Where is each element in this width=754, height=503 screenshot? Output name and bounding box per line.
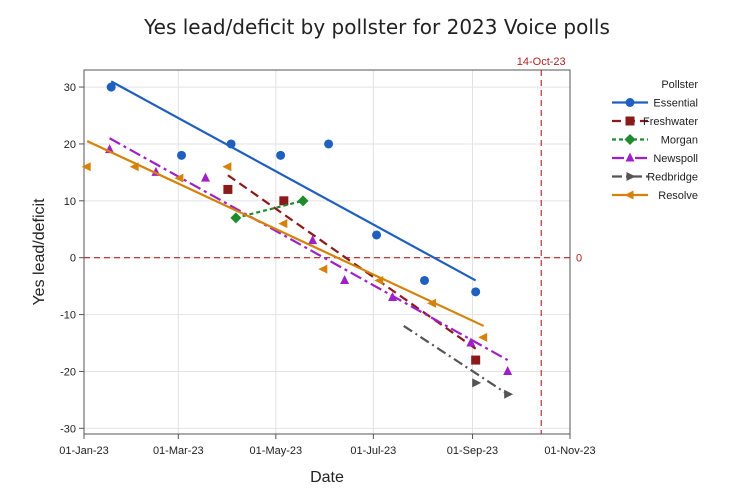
- x-tick-label: 01-Jul-23: [350, 445, 396, 457]
- essential-point: [420, 275, 430, 285]
- redbridge-legend-label: Redbridge: [647, 172, 698, 184]
- chart-title: Yes lead/deficit by pollster for 2023 Vo…: [143, 15, 610, 39]
- legend-title: Pollster: [661, 79, 698, 91]
- x-tick-label: 01-Sep-23: [447, 445, 498, 457]
- resolve-point: [222, 162, 232, 172]
- essential-trend-line: [110, 80, 477, 282]
- y-tick-label: -10: [60, 310, 76, 322]
- newspoll-point: [340, 274, 350, 284]
- horizontal-reference-label: 0: [576, 253, 582, 265]
- series: [81, 80, 514, 399]
- resolve-point: [129, 162, 139, 172]
- x-tick-label: 01-Mar-23: [153, 445, 204, 457]
- resolve-point: [374, 275, 384, 285]
- redbridge-point: [472, 378, 482, 388]
- redbridge-trend-line: [403, 325, 509, 396]
- morgan-legend-marker: [624, 134, 636, 145]
- essential-point: [324, 139, 334, 149]
- plot-frame: [83, 69, 571, 435]
- freshwater-legend-label: Freshwater: [643, 116, 698, 128]
- resolve-point: [478, 332, 488, 342]
- legend: Pollster Essential Freshwater Morgan Newspol…: [612, 79, 698, 202]
- morgan-point: [297, 195, 309, 207]
- vertical-reference-label: 14-Oct-23: [517, 56, 566, 68]
- x-tick-label: 01-Nov-23: [544, 445, 595, 457]
- resolve-legend-label: Resolve: [658, 190, 698, 202]
- freshwater-point: [279, 196, 289, 206]
- newspoll-legend-label: Newspoll: [653, 153, 698, 165]
- y-tick-label: 20: [64, 139, 76, 151]
- newspoll-point: [201, 172, 210, 182]
- essential-point: [226, 139, 236, 149]
- y-tick-label: 30: [64, 82, 76, 94]
- essential-point: [372, 230, 382, 240]
- resolve-trend-line: [86, 140, 485, 327]
- essential-legend-label: Essential: [653, 98, 698, 110]
- freshwater-point: [223, 184, 233, 194]
- resolve-legend-marker: [624, 190, 634, 200]
- x-tick-label: 01-May-23: [250, 445, 303, 457]
- freshwater-legend-marker: [625, 116, 635, 126]
- reference-lines: 14-Oct-23 0: [84, 56, 582, 434]
- y-tick-label: 10: [64, 196, 76, 208]
- resolve-point: [81, 162, 91, 172]
- newspoll-trend-line: [109, 137, 509, 362]
- newspoll-point: [466, 337, 476, 347]
- newspoll-point: [388, 292, 398, 301]
- axis-ticks: 30 20 10 0 -10 -20 -30 01-Jan-23 01-Mar-23 01-May…: [59, 82, 595, 457]
- essential-point: [471, 287, 481, 297]
- y-axis-label: Yes lead/deficit: [31, 198, 48, 306]
- morgan-trend-line: [235, 199, 304, 219]
- redbridge-legend-marker: [626, 172, 636, 181]
- morgan-point: [230, 212, 242, 224]
- y-tick-label: 0: [70, 253, 76, 265]
- resolve-point: [427, 298, 437, 308]
- freshwater-point: [471, 355, 481, 365]
- essential-point: [177, 150, 187, 160]
- resolve-point: [318, 264, 328, 274]
- newspoll-point: [308, 235, 318, 245]
- newspoll-point: [503, 365, 513, 375]
- essential-legend-marker: [625, 98, 635, 107]
- essential-point: [276, 150, 286, 160]
- newspoll-legend-marker: [625, 152, 635, 162]
- resolve-point: [174, 173, 184, 183]
- redbridge-point: [504, 389, 514, 399]
- essential-point: [106, 82, 116, 92]
- morgan-legend-label: Morgan: [661, 135, 698, 147]
- x-tick-label: 01-Jan-23: [59, 445, 109, 457]
- y-tick-label: -20: [60, 366, 76, 378]
- x-axis-label: Date: [310, 469, 344, 486]
- resolve-point: [278, 219, 288, 229]
- y-tick-label: -30: [60, 423, 76, 435]
